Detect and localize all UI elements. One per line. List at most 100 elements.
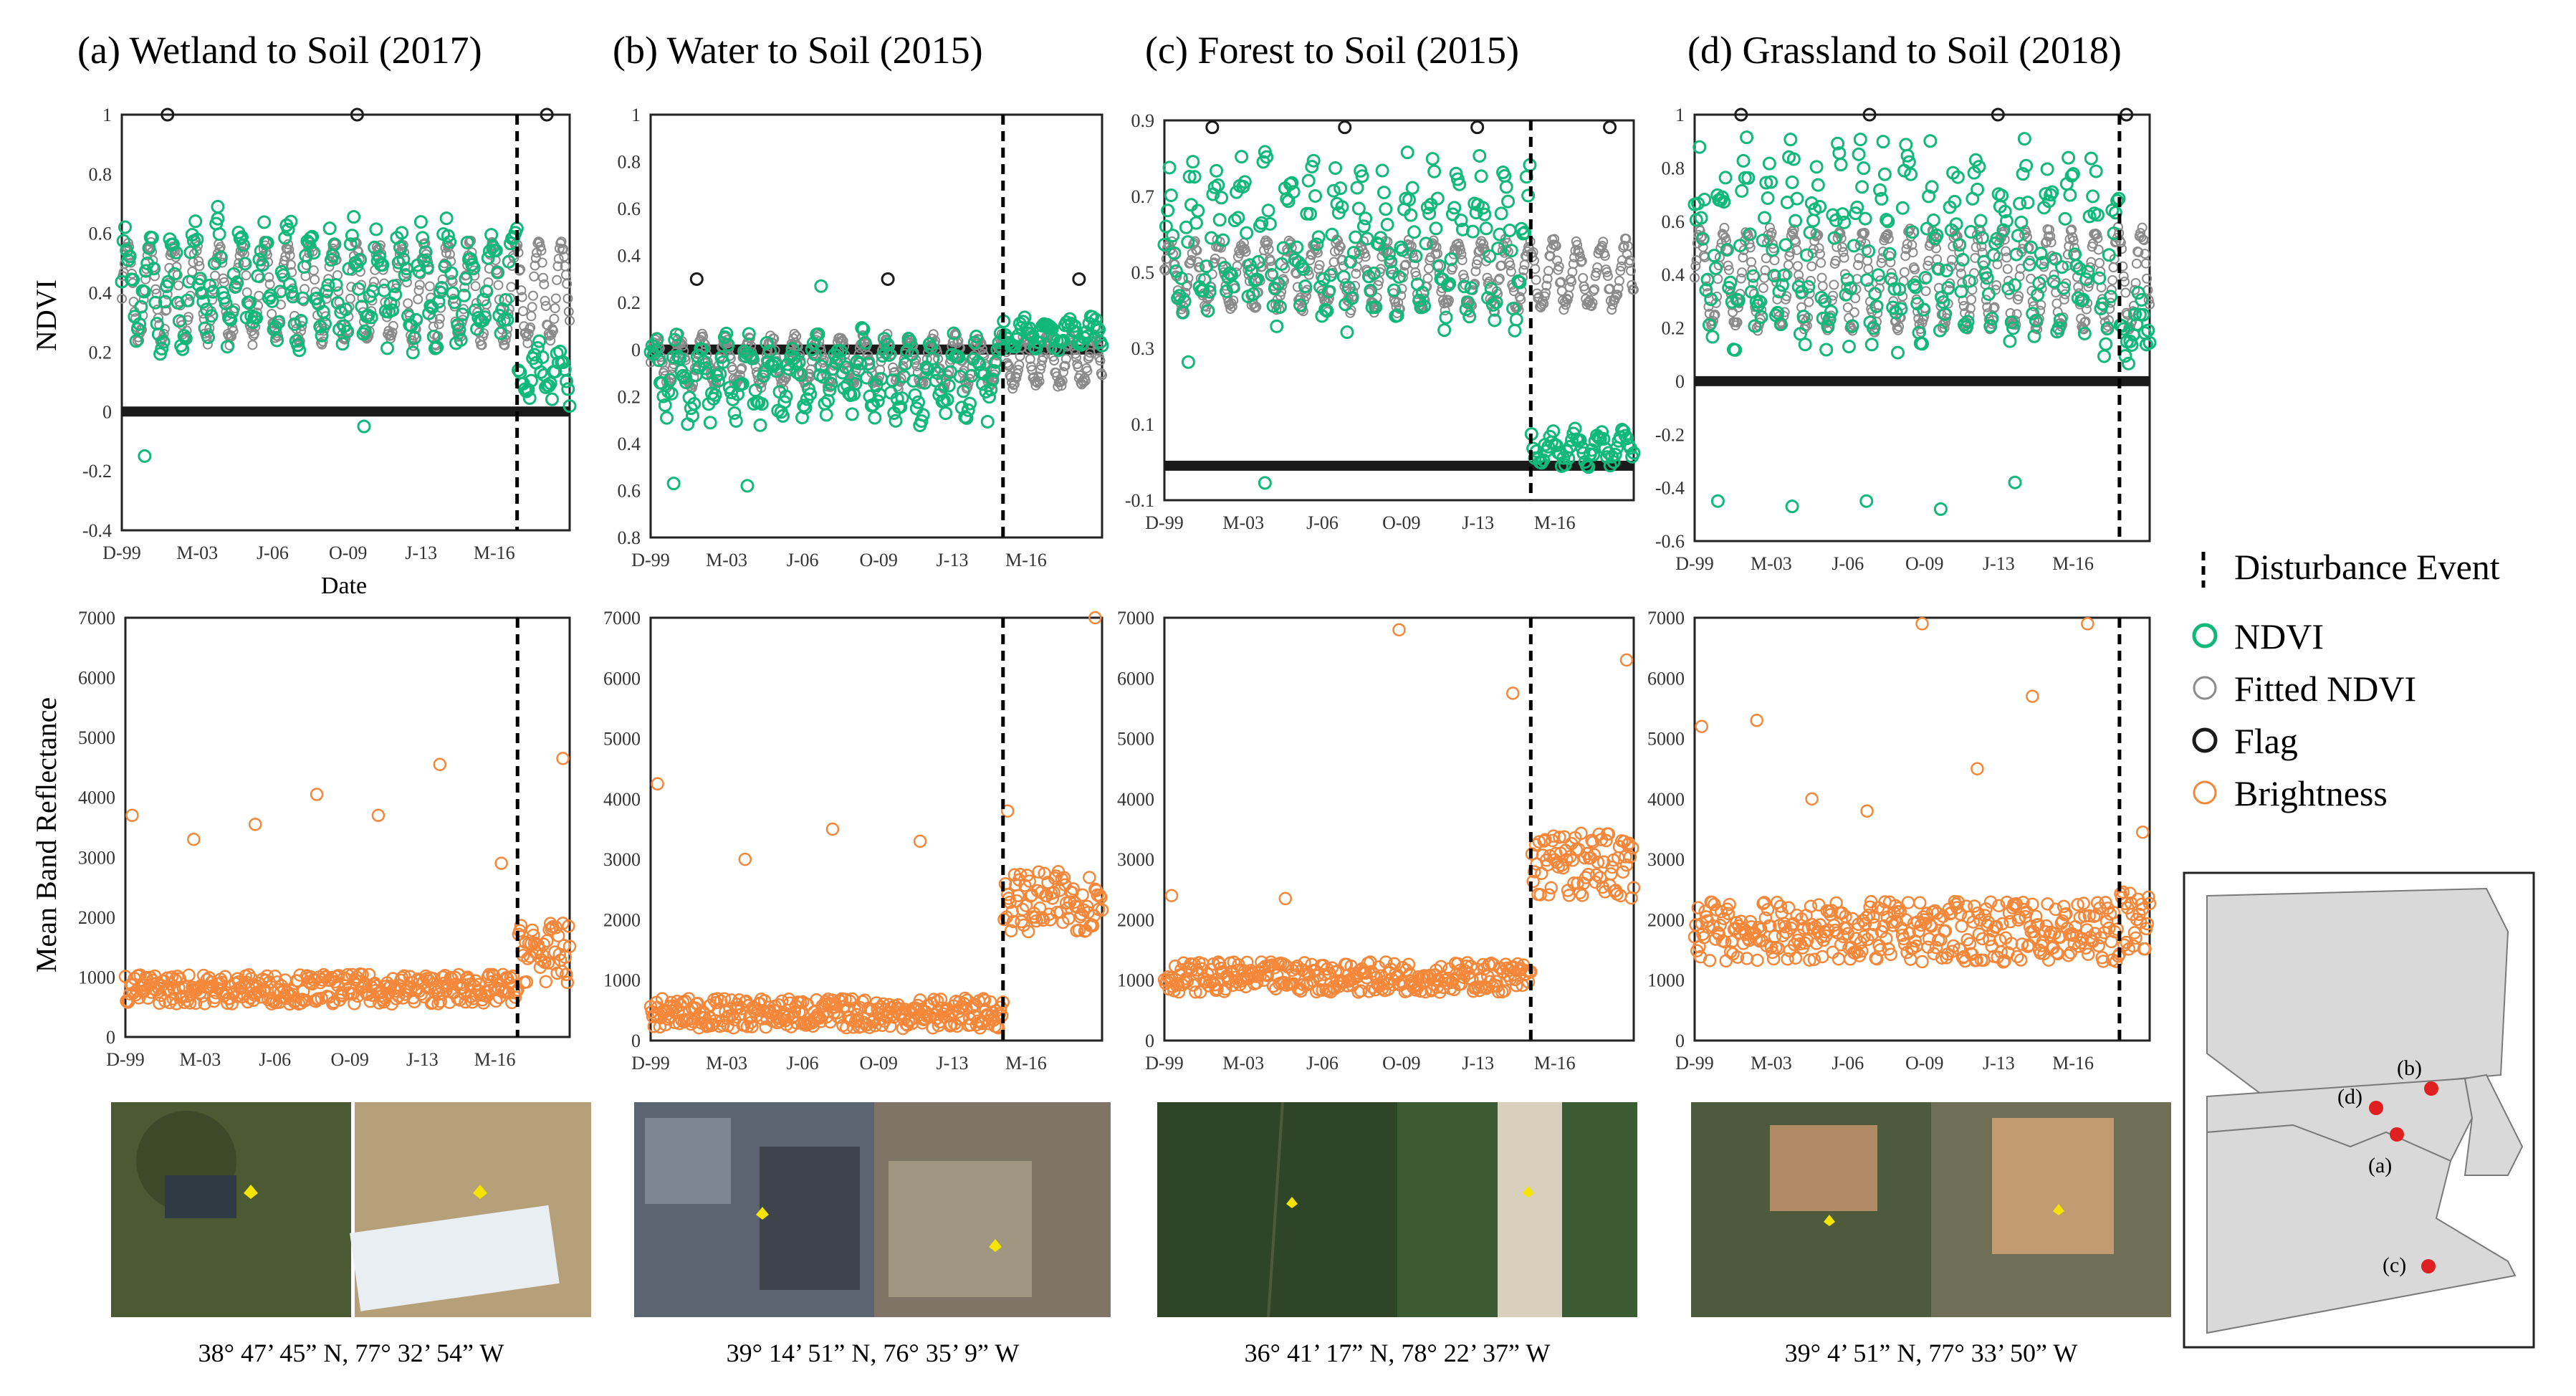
ndvi-point: [1915, 337, 1929, 351]
brightness-point: [560, 967, 573, 982]
y-tick-label: 1000: [603, 970, 641, 991]
fitted-ndvi-point: [1549, 234, 1560, 244]
ndvi-point: [1955, 252, 1970, 267]
fitted-ndvi-point: [2052, 307, 2063, 317]
ndvi-point: [2003, 334, 2017, 348]
ndvi-point: [1608, 447, 1622, 462]
ndvi-point: [1285, 176, 1299, 190]
fitted-ndvi-point: [2133, 247, 2144, 257]
fitted-ndvi-point: [1097, 370, 1107, 381]
ndvi-point: [914, 414, 929, 429]
ndvi-point: [2022, 257, 2036, 272]
ndvi-point: [147, 262, 161, 276]
fitted-ndvi-point: [1883, 234, 1894, 244]
ndvi-point: [1858, 211, 1872, 226]
brightness-point: [992, 1021, 1005, 1035]
fitted-ndvi-point: [149, 271, 160, 282]
fitted-ndvi-point: [1713, 274, 1723, 285]
fitted-ndvi-point: [1013, 365, 1023, 376]
ndvi-point: [1789, 214, 1803, 228]
ndvi-point: [1371, 237, 1386, 252]
y-tick-label: 0: [631, 1031, 641, 1051]
ndvi-point: [779, 389, 793, 403]
ndvi-point: [770, 364, 783, 378]
ndvi-point: [1382, 247, 1396, 261]
ndvi-point: [1973, 214, 1988, 228]
ndvi-point: [2013, 196, 2027, 211]
fitted-ndvi-point: [762, 349, 772, 360]
fitted-ndvi-point: [1854, 240, 1865, 251]
ndvi-point: [1990, 231, 2004, 246]
fitted-ndvi-point: [2095, 267, 2106, 277]
ndvi-point: [1484, 282, 1498, 296]
brightness-point: [489, 994, 503, 1008]
fitted-ndvi-point: [218, 273, 229, 284]
fitted-ndvi-point: [1957, 277, 1968, 288]
y-tick-label: 6000: [1117, 668, 1154, 689]
ndvi-point: [1717, 195, 1731, 209]
ndvi-point: [1335, 200, 1349, 214]
brightness-point: [895, 1006, 909, 1020]
fitted-ndvi-point: [499, 340, 510, 350]
ndvi-point: [1212, 213, 1227, 227]
x-tick-label: D-99: [102, 542, 140, 563]
fitted-ndvi-point: [1505, 267, 1516, 277]
ndvi-chart-b: 10.80.60.40.200.20.40.60.8D-99 M-03 J-06 O-…: [618, 105, 1109, 570]
brightness-point: [1616, 865, 1630, 879]
y-tick-label: 0.2: [618, 292, 641, 313]
ndvi-point: [1925, 180, 1939, 194]
fitted-ndvi-point: [1602, 271, 1613, 282]
ndvi-point: [1857, 161, 1871, 176]
x-tick-label: O-09: [1905, 553, 1943, 574]
y-tick-label: 4000: [78, 788, 115, 808]
ndvi-point: [1392, 269, 1406, 284]
fitted-ndvi-point: [1816, 257, 1826, 268]
fitted-ndvi-point: [1397, 283, 1407, 294]
ndvi-point: [1182, 170, 1197, 184]
fitted-ndvi-point: [241, 270, 252, 281]
fitted-ndvi-point: [1328, 267, 1339, 278]
y-tick-label: 7000: [1117, 608, 1154, 628]
ndvi-point: [824, 377, 838, 391]
fitted-ndvi-point: [1494, 273, 1505, 284]
coordinates-a: 38° 47’ 45” N, 77° 32’ 54” W: [198, 1339, 504, 1367]
ndvi-point: [454, 333, 468, 347]
fitted-ndvi-point: [538, 272, 549, 283]
ndvi-point: [1767, 269, 1781, 283]
fitted-ndvi-point: [1859, 227, 1870, 238]
ndvi-point: [982, 390, 996, 404]
fitted-ndvi-point: [1360, 252, 1371, 262]
brightness-outlier-point: [310, 788, 324, 801]
ndvi-point: [282, 277, 297, 291]
ndvi-point: [842, 386, 856, 401]
fitted-ndvi-point: [1183, 273, 1194, 284]
fitted-ndvi-point: [1365, 285, 1376, 296]
ndvi-point: [1374, 231, 1388, 245]
panel-title-a: (a) Wetland to Soil (2017): [77, 29, 482, 72]
ndvi-point: [1486, 297, 1500, 312]
ndvi-point: [1882, 247, 1897, 261]
x-tick-label: M-03: [1751, 1053, 1792, 1074]
ndvi-point: [156, 335, 171, 349]
ndvi-point: [439, 211, 454, 226]
ndvi-point: [1444, 252, 1458, 267]
fitted-ndvi-point: [2065, 225, 2076, 236]
ndvi-point: [1242, 258, 1257, 272]
ndvi-point: [1904, 167, 1918, 181]
satellite-before-d-site: [1770, 1125, 1877, 1211]
brightness-outlier-point: [248, 818, 262, 831]
ndvi-point: [1439, 310, 1453, 325]
fitted-ndvi-point: [1071, 353, 1081, 363]
ndvi-point: [295, 291, 310, 305]
ndvi-point: [1301, 173, 1316, 188]
fitted-ndvi-point: [1737, 267, 1748, 278]
fitted-ndvi-point: [2073, 282, 2084, 292]
ndvi-point: [1465, 224, 1480, 239]
brightness-point: [326, 997, 340, 1010]
x-tick-label: O-09: [329, 542, 367, 563]
ndvi-point: [1581, 460, 1596, 474]
ndvi-point: [500, 312, 514, 327]
map-label-a: (a): [2368, 1154, 2392, 1177]
x-tick-label: O-09: [859, 1053, 897, 1074]
ndvi-point: [1340, 325, 1354, 340]
